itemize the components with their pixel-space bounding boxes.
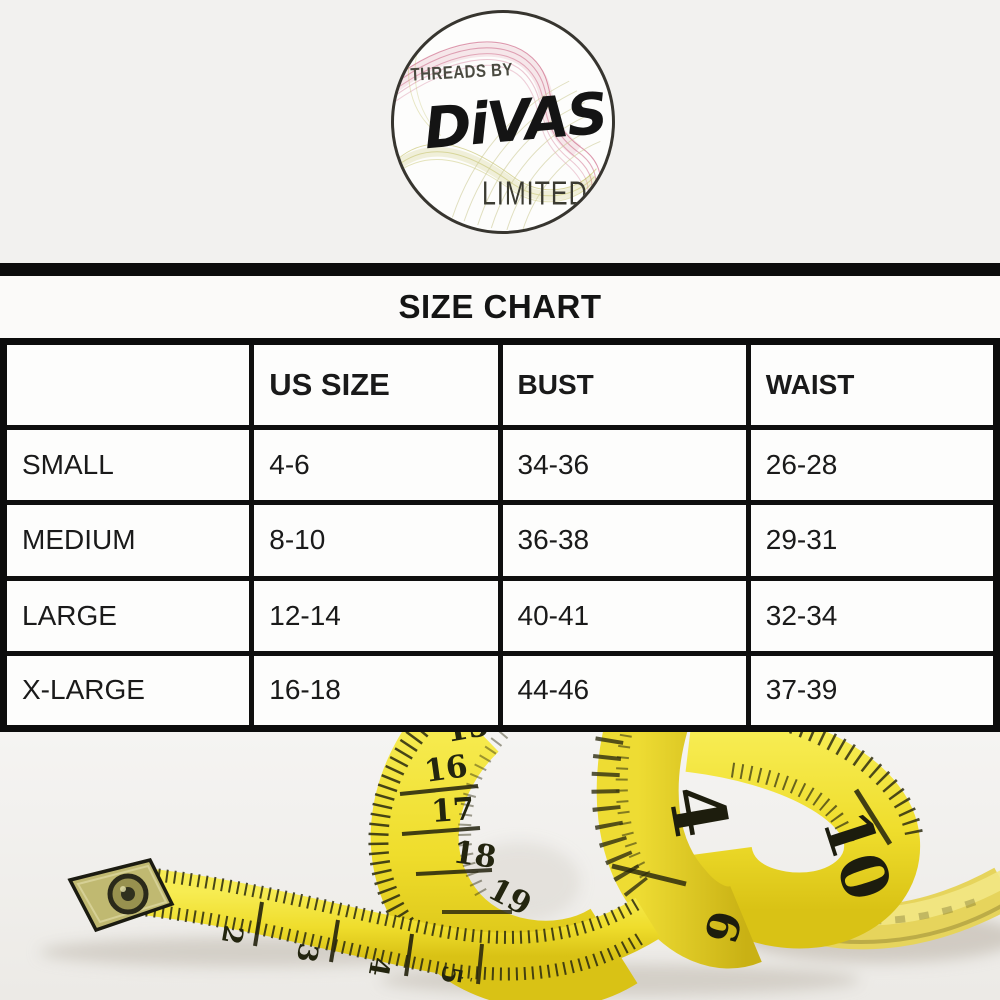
inch-line	[399, 784, 479, 796]
size-chart-table: US SIZE BUST WAIST SMALL 4-6 34-36 26-28…	[0, 338, 1000, 732]
tape-number-5: 5	[434, 963, 468, 987]
tape-number-2: 2	[215, 923, 249, 947]
divider-bar	[0, 263, 1000, 276]
title-section: SIZE CHART	[0, 276, 1000, 338]
inch-line	[476, 943, 484, 985]
size-label: X-LARGE	[0, 650, 255, 732]
us-size-value: 12-14	[249, 575, 503, 656]
logo-section: THREADS BY DiVAS LIMITED	[0, 0, 1000, 263]
us-size-value: 8-10	[249, 500, 503, 581]
brand-suffix: LIMITED	[482, 175, 588, 213]
header-cell-blank	[0, 339, 255, 430]
tape-illustration: 10 15 16 17 18 19	[0, 732, 1000, 1000]
tape-number-4: 4	[362, 955, 396, 979]
inch-line	[853, 788, 893, 846]
front-strip-band	[145, 868, 661, 980]
inch-line	[253, 901, 264, 947]
bust-value: 40-41	[497, 575, 751, 656]
inch-line	[404, 933, 414, 977]
table-row-large: LARGE 12-14 40-41 32-34	[0, 575, 1000, 656]
pink-thread-bundle	[394, 41, 601, 225]
size-label: SMALL	[0, 424, 255, 506]
waist-value: 32-34	[745, 575, 1000, 656]
bust-value: 44-46	[497, 650, 751, 732]
inch-line	[401, 826, 481, 836]
us-size-value: 16-18	[249, 650, 503, 732]
fine-fan-lines	[451, 80, 601, 231]
tape-right-loop: 10	[676, 732, 1000, 950]
waist-value: 26-28	[745, 424, 1000, 506]
us-size-value: 4-6	[249, 424, 503, 506]
table-row-xlarge: X-LARGE 16-18 44-46 37-39	[0, 650, 1000, 732]
page-title: SIZE CHART	[398, 288, 602, 325]
inch-line	[611, 863, 687, 887]
bust-value: 34-36	[497, 424, 751, 506]
table-row-small: SMALL 4-6 34-36 26-28	[0, 424, 1000, 506]
right-loop-band	[676, 732, 921, 949]
metal-end-highlight	[76, 864, 168, 924]
waist-value: 29-31	[745, 500, 1000, 581]
tape-front-strip: 2 3 4 5	[67, 857, 661, 987]
spirograph-threads-art	[394, 36, 601, 231]
header-cell-us-size: US SIZE	[249, 339, 503, 430]
brand-logo: THREADS BY DiVAS LIMITED	[391, 10, 615, 234]
tape-number-16: 16	[422, 748, 470, 790]
middle-band	[596, 732, 762, 969]
table-header-row: US SIZE BUST WAIST	[0, 339, 1000, 430]
inch-line	[329, 919, 340, 963]
middle-band-big-ticks	[591, 732, 649, 897]
tape-number-17: 17	[430, 791, 476, 830]
size-label: MEDIUM	[0, 500, 255, 581]
measuring-tape-photo: 10 15 16 17 18 19	[0, 732, 1000, 1000]
waist-value: 37-39	[745, 650, 1000, 732]
size-label: LARGE	[0, 575, 255, 656]
inch-line	[415, 868, 493, 876]
header-cell-waist: WAIST	[745, 339, 1000, 430]
tape-number-3: 3	[290, 941, 324, 965]
header-cell-bust: BUST	[497, 339, 751, 430]
grommet-glint	[120, 886, 126, 892]
bust-value: 36-38	[497, 500, 751, 581]
tape-number-18: 18	[451, 834, 499, 876]
table-row-medium: MEDIUM 8-10 36-38 29-31	[0, 500, 1000, 581]
